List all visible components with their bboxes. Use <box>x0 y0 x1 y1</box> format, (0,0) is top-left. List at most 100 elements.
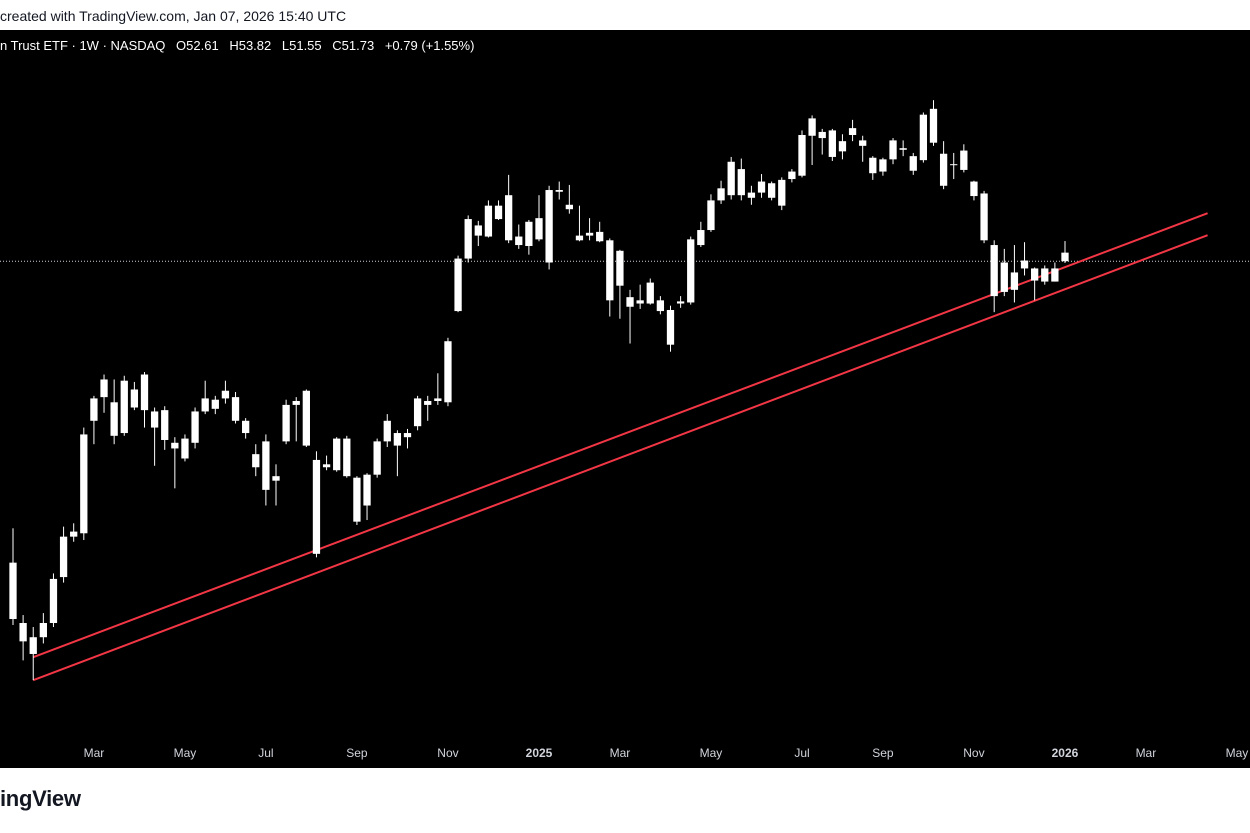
plot-background <box>0 30 1250 768</box>
candle-body <box>636 300 644 304</box>
candle-body <box>505 195 513 241</box>
x-tick-label: 2026 <box>1052 746 1079 760</box>
candle-body <box>90 398 98 421</box>
candle-body <box>980 193 988 241</box>
candle-body <box>464 219 472 259</box>
candle-body <box>150 411 159 428</box>
candle-body <box>302 390 310 446</box>
candle-body <box>59 536 68 578</box>
candle-body <box>201 398 209 412</box>
x-tick-label: Nov <box>963 746 984 760</box>
x-tick-label: May <box>700 746 723 760</box>
candle-body <box>838 141 847 152</box>
candle-body <box>757 181 766 193</box>
candle-body <box>292 400 300 405</box>
candle-body <box>161 410 169 440</box>
candle-body <box>262 441 270 490</box>
x-tick-label: May <box>174 746 197 760</box>
candle-body <box>353 477 361 522</box>
candle-body <box>768 183 776 198</box>
candle-body <box>656 300 665 312</box>
candle-body <box>130 389 139 408</box>
candle-body <box>413 398 422 427</box>
candle-body <box>585 232 594 236</box>
candle-body <box>393 433 402 446</box>
watermark: created with TradingView.com, Jan 07, 20… <box>0 8 347 24</box>
candle-body <box>909 156 917 171</box>
candle-body <box>848 128 857 135</box>
candle-body <box>444 341 452 403</box>
candle-body <box>687 239 695 303</box>
candle-body <box>818 131 826 139</box>
candle-body <box>939 153 948 186</box>
candle-body <box>717 188 725 201</box>
candle-body <box>525 221 533 247</box>
candle-body <box>990 245 998 297</box>
candle-body <box>950 164 958 166</box>
candle-body <box>565 204 573 210</box>
candle-body <box>899 148 907 150</box>
candle-body <box>49 578 58 624</box>
candle-body <box>747 192 756 198</box>
candle-body <box>454 258 462 312</box>
candle-body <box>120 380 128 434</box>
candle-body <box>80 434 88 534</box>
candle-body <box>859 140 867 146</box>
candle-body <box>707 200 715 231</box>
candle-body <box>606 240 614 301</box>
candle-body <box>474 225 482 236</box>
x-tick-label: Sep <box>346 746 368 760</box>
candle-body <box>383 420 391 442</box>
candle-body <box>676 301 685 304</box>
candle-body <box>70 531 78 537</box>
candle-body <box>1051 268 1059 282</box>
candle-body <box>100 379 108 398</box>
candle-body <box>272 476 280 481</box>
candle-body <box>535 218 543 240</box>
candle-body <box>494 205 503 220</box>
x-tick-label: Mar <box>84 746 105 760</box>
candle-body <box>545 190 553 263</box>
x-tick-label: 2025 <box>526 746 553 760</box>
candle-body <box>737 169 745 196</box>
candle-body <box>646 282 654 304</box>
candle-body <box>798 134 806 176</box>
candle-body <box>242 420 250 434</box>
candle-body <box>596 231 604 242</box>
change-value: +0.79 (+1.55%) <box>384 38 475 53</box>
candle-body <box>211 399 219 409</box>
x-tick-label: Jul <box>794 746 809 760</box>
x-tick-label: May <box>1226 746 1249 760</box>
candle-body <box>555 190 563 192</box>
candle-body <box>221 390 230 399</box>
candle-body <box>363 474 371 506</box>
candle-body <box>970 181 978 197</box>
candle-body <box>960 150 968 170</box>
candle-body <box>191 411 199 443</box>
candle-body <box>869 157 877 174</box>
candle-body <box>19 623 27 642</box>
candle-body <box>181 438 189 459</box>
candle-body <box>697 230 705 246</box>
candle-body <box>1061 252 1069 262</box>
candle-body <box>322 464 331 468</box>
candle-body <box>1010 272 1019 290</box>
chart: Mar May Jul Sep Nov 2025 Mar May Jul Sep Nov 2026 Ma… <box>0 30 1250 768</box>
candle-body <box>616 250 624 286</box>
x-tick-label: Sep <box>872 746 894 760</box>
candle-body <box>929 108 938 143</box>
candle-body <box>1041 268 1049 282</box>
candle-body <box>575 235 584 241</box>
x-tick-label: Jul <box>258 746 273 760</box>
candle-body <box>515 236 523 246</box>
candle-body <box>879 159 887 172</box>
candle-body <box>403 433 412 438</box>
candle-body <box>252 454 260 468</box>
candle-body <box>828 130 836 157</box>
candle-body <box>919 114 928 161</box>
symbol-legend: n Trust ETF · 1W · NASDAQ O52.61 H53.82 … <box>0 38 481 53</box>
candle-body <box>110 402 118 436</box>
candle-body <box>424 400 432 405</box>
candle-body <box>484 205 493 237</box>
open-value: O52.61 <box>176 38 219 53</box>
